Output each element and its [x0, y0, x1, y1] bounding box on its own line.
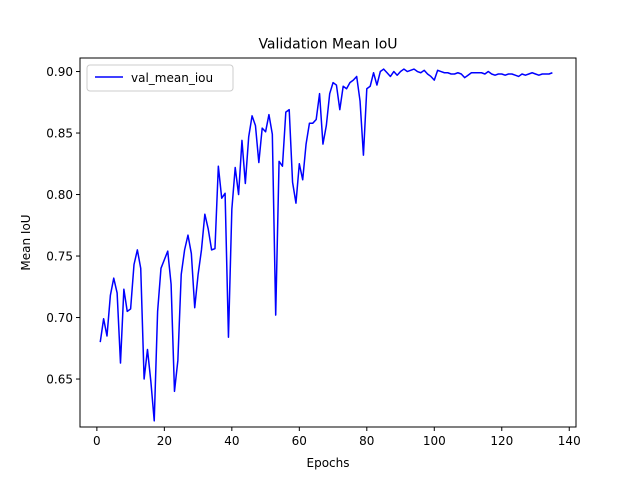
plot-frame [79, 57, 577, 428]
x-axis: 0 20 40 60 80 100 120 140 [93, 427, 581, 448]
legend-label: val_mean_iou [131, 71, 213, 85]
x-tick-label: 60 [292, 434, 307, 448]
series-line-val_mean_iou [99, 68, 553, 422]
y-tick-label: 0.65 [46, 373, 73, 387]
x-tick-label: 40 [224, 434, 239, 448]
y-axis-title: Mean IoU [19, 214, 33, 270]
y-tick-label: 0.75 [46, 250, 73, 264]
y-tick-label: 0.80 [46, 188, 73, 202]
y-axis: 0.65 0.70 0.75 0.80 0.85 0.90 [46, 65, 80, 387]
x-tick-label: 0 [93, 434, 101, 448]
x-axis-title: Epochs [307, 456, 350, 470]
y-tick-label: 0.85 [46, 127, 73, 141]
chart-title: Validation Mean IoU [258, 37, 397, 53]
legend-box [86, 64, 234, 92]
legend: val_mean_iou [86, 64, 234, 92]
x-tick-label: 140 [558, 434, 581, 448]
x-tick-label: 80 [359, 434, 374, 448]
x-tick-label: 20 [157, 434, 172, 448]
y-tick-label: 0.90 [46, 65, 73, 79]
y-tick-label: 0.70 [46, 311, 73, 325]
series-layer [99, 68, 553, 422]
plot-area [79, 57, 577, 428]
x-tick-label: 120 [490, 434, 513, 448]
x-tick-label: 100 [423, 434, 446, 448]
